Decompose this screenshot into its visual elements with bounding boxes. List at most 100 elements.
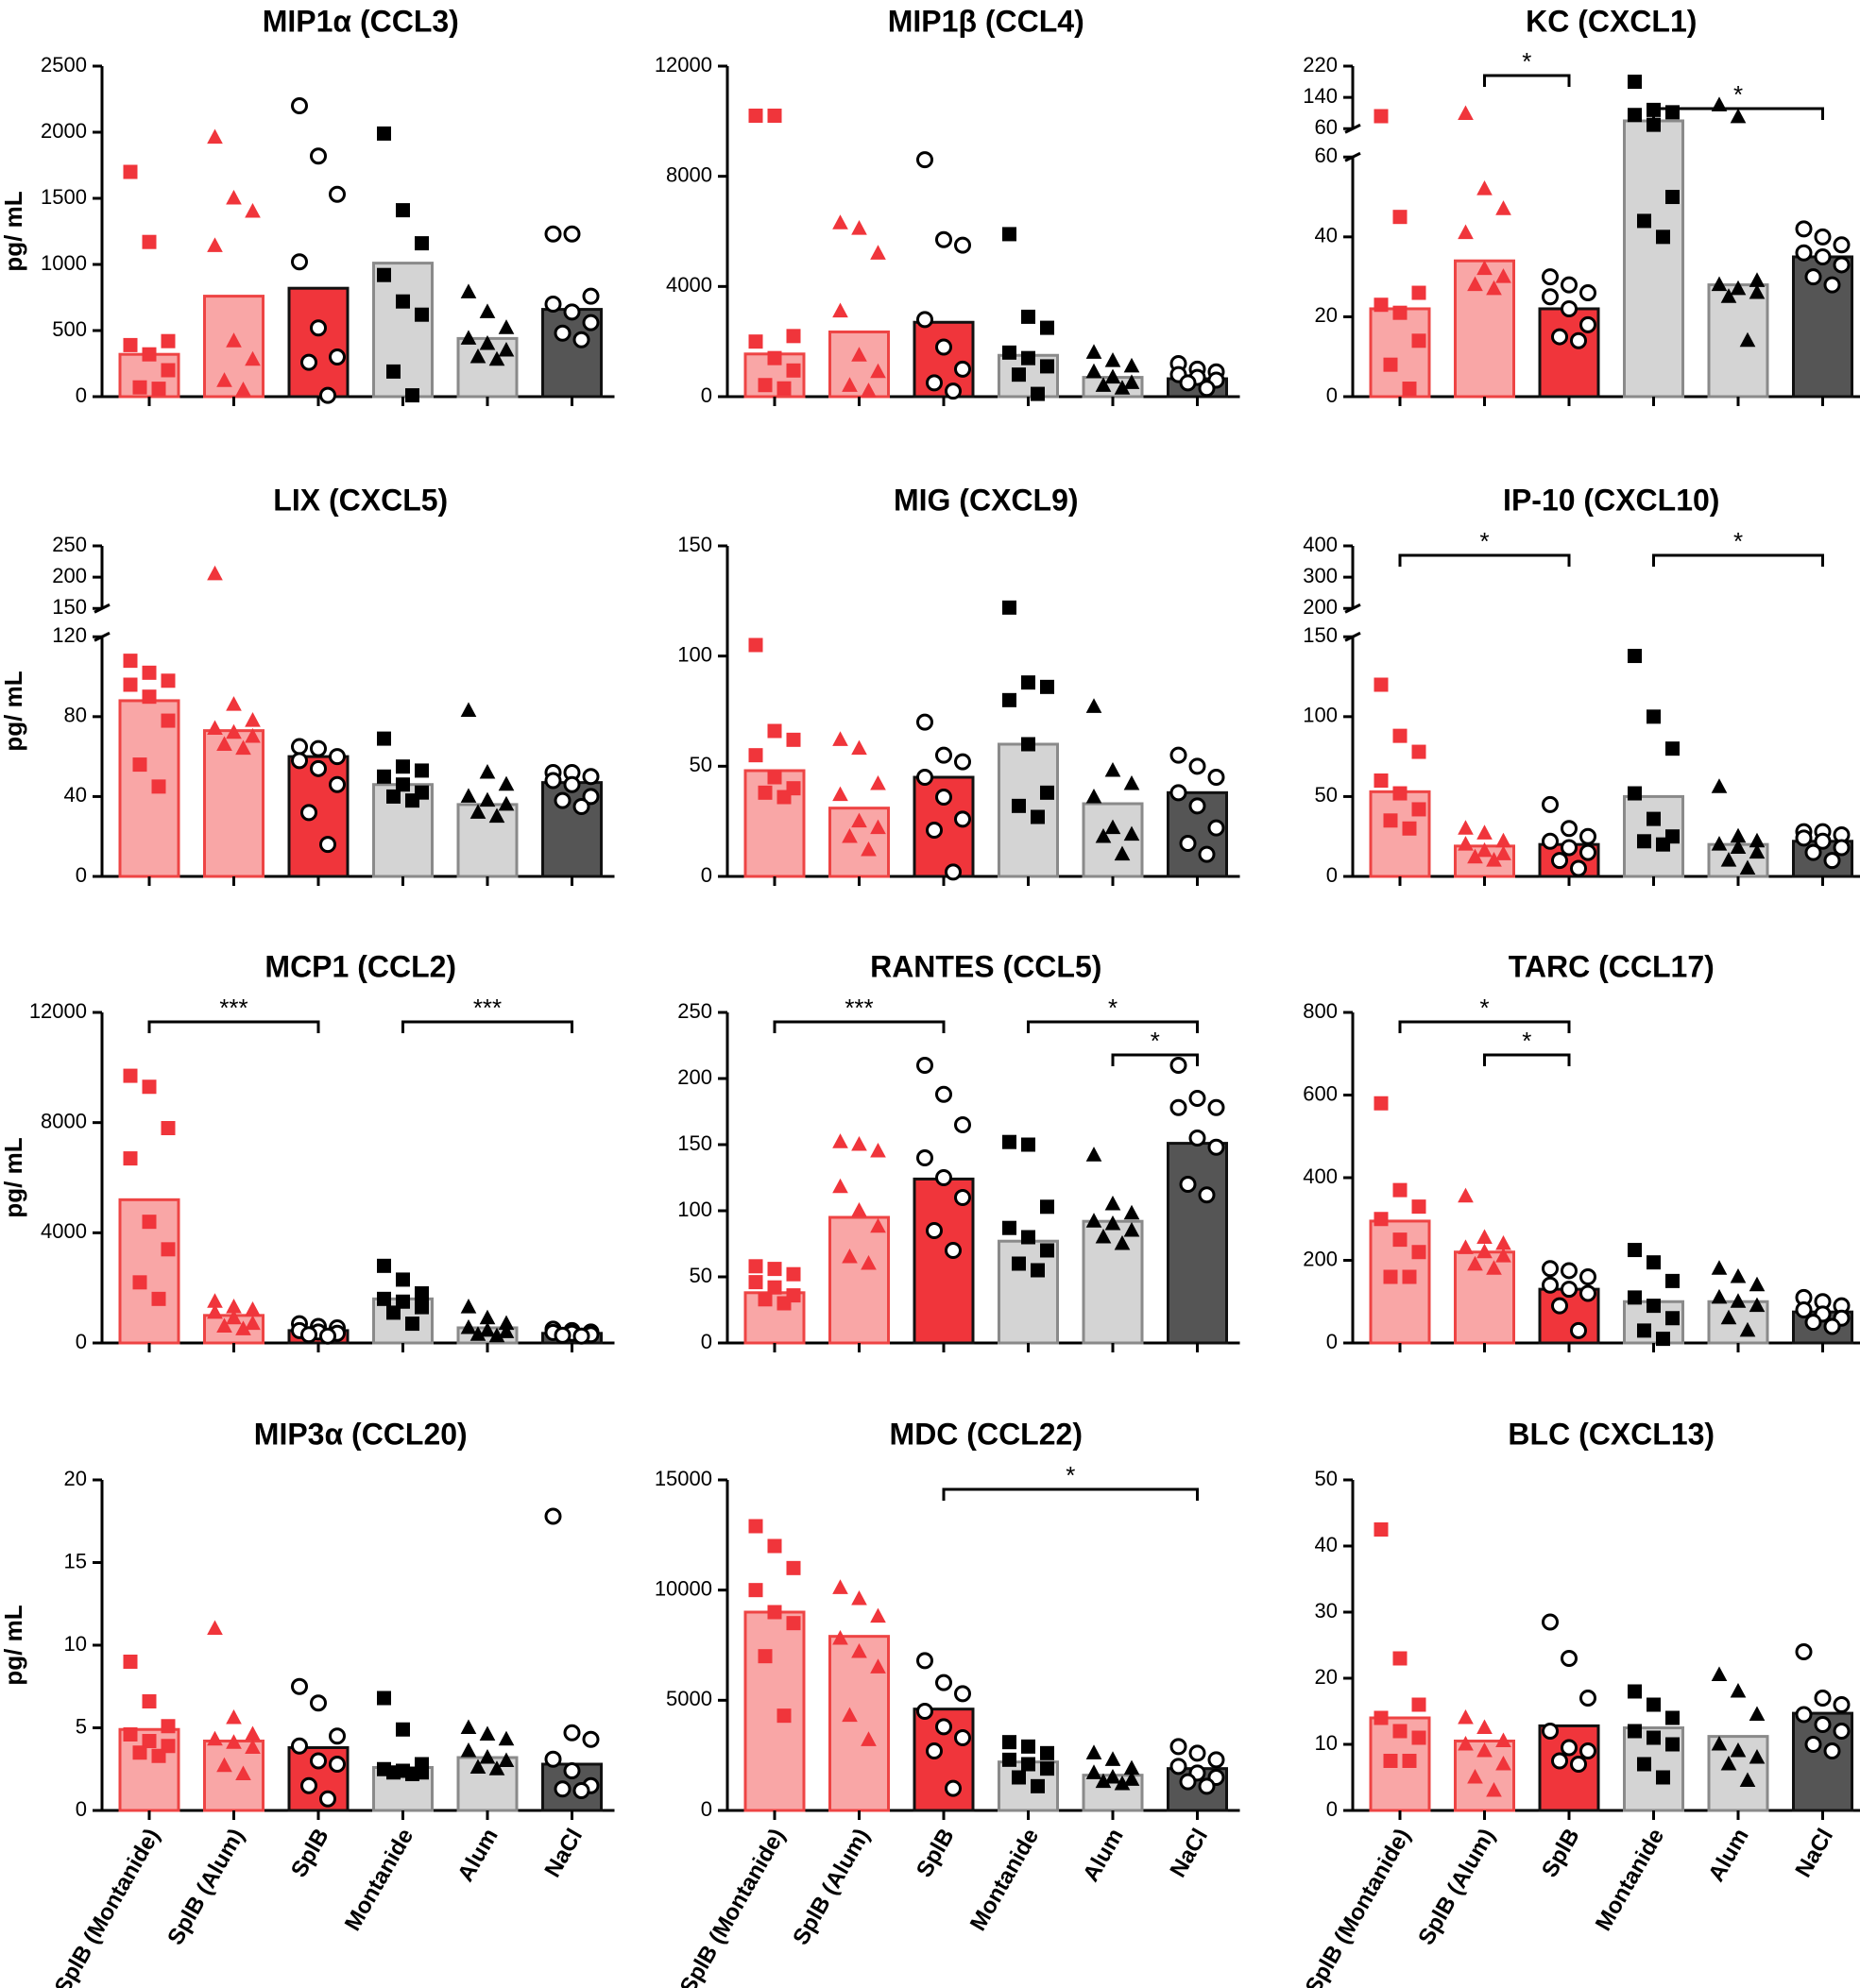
data-point-alum — [1085, 788, 1102, 804]
category-label: NaCl — [539, 1825, 588, 1882]
data-point-splb — [1579, 1268, 1596, 1285]
data-point-splb — [319, 1790, 336, 1808]
significance-bracket — [1483, 74, 1571, 87]
data-point-montanide — [415, 236, 429, 251]
data-point-splb — [329, 748, 346, 766]
data-point-splb-alum — [1458, 1239, 1474, 1254]
data-point-splb — [300, 804, 317, 822]
panel-title: MIP1α (CCL3) — [263, 4, 459, 38]
data-point-montanide — [415, 307, 429, 322]
data-point-splb-montanide — [786, 1616, 801, 1631]
data-point-splb — [291, 97, 308, 114]
data-point-splb-montanide — [132, 1275, 147, 1290]
panel-title: TARC (CCL17) — [1509, 949, 1715, 983]
data-point-splb-montanide — [1374, 1710, 1389, 1725]
data-point-splb — [1579, 843, 1596, 861]
data-point-alum — [1085, 1147, 1102, 1162]
data-point-alum — [488, 350, 505, 366]
data-point-alum — [479, 791, 496, 807]
data-point-splb-montanide — [132, 757, 147, 773]
data-point-splb — [291, 738, 308, 756]
data-point-alum — [460, 702, 477, 717]
data-point-splb-montanide — [748, 109, 763, 123]
data-point-nacl — [582, 1730, 600, 1748]
data-point-alum — [1749, 283, 1766, 299]
y-tick-label: 200 — [1303, 1247, 1338, 1270]
data-point-splb-alum — [1476, 841, 1493, 858]
data-point-montanide — [377, 731, 391, 746]
panel-title: IP-10 (CXCL10) — [1503, 483, 1719, 517]
data-point-splb — [945, 1242, 962, 1259]
data-point-nacl — [1198, 1186, 1216, 1204]
bar-splb-montanide — [118, 699, 180, 878]
data-point-alum — [1711, 1288, 1728, 1304]
significance-bracket — [1652, 107, 1824, 120]
data-point-splb-montanide — [161, 1242, 176, 1257]
data-point-nacl — [1823, 1742, 1841, 1759]
data-point-nacl — [1188, 757, 1206, 775]
data-point-splb-alum — [1476, 1229, 1493, 1244]
data-point-splb-alum — [851, 347, 867, 362]
y-tick-label: 140 — [1303, 84, 1338, 108]
significance-bracket — [1652, 553, 1824, 567]
data-point-alum — [1085, 344, 1102, 359]
data-point-splb-alum — [226, 696, 242, 711]
data-point-splb-alum — [832, 1579, 848, 1594]
y-tick-label: 250 — [677, 999, 712, 1023]
significance-label: * — [1108, 994, 1118, 1022]
y-tick-label: 5 — [76, 1714, 87, 1738]
data-point-nacl — [1804, 843, 1822, 861]
data-point-splb — [319, 1327, 336, 1345]
bar-splb — [913, 320, 975, 399]
data-point-alum — [1749, 1297, 1766, 1313]
data-point-nacl — [563, 1724, 581, 1742]
data-point-splb-alum — [207, 565, 223, 581]
data-point-splb-alum — [226, 1309, 242, 1325]
data-point-montanide — [386, 789, 401, 804]
data-point-splb-alum — [207, 128, 223, 144]
data-point-nacl — [544, 1750, 562, 1768]
data-point-splb-alum — [870, 1142, 886, 1158]
data-point-splb-montanide — [748, 637, 763, 653]
data-point-montanide — [1040, 1243, 1054, 1258]
data-point-splb — [310, 1694, 327, 1712]
data-point-montanide — [1628, 108, 1642, 123]
data-point-splb-alum — [870, 1217, 886, 1233]
data-point-montanide — [1021, 1137, 1035, 1152]
data-point-splb-alum — [832, 302, 848, 318]
data-point-splb — [926, 1742, 943, 1759]
data-point-splb-montanide — [151, 1291, 166, 1306]
data-point-alum — [1085, 698, 1102, 713]
data-point-nacl — [1179, 374, 1197, 392]
data-point-splb-montanide — [767, 1280, 782, 1295]
data-point-alum — [1123, 1221, 1140, 1237]
data-point-splb-montanide — [123, 654, 138, 669]
data-point-montanide — [1665, 1737, 1680, 1752]
data-point-nacl — [1169, 746, 1187, 764]
panel-title: RANTES (CCL5) — [870, 949, 1101, 983]
significance-label: * — [1479, 527, 1489, 555]
panel-tarc-ccl17: TARC (CCL17) 0 200 400 600 800 * * — [1303, 949, 1860, 1353]
data-point-splb — [329, 1756, 346, 1773]
y-tick-label: 100 — [1303, 704, 1338, 727]
data-point-montanide — [1656, 1770, 1670, 1785]
data-point-splb — [310, 147, 327, 165]
data-point-montanide — [1040, 1745, 1054, 1760]
data-point-splb — [945, 1779, 962, 1797]
data-point-splb — [300, 1776, 317, 1794]
data-point-splb-montanide — [1374, 109, 1389, 124]
data-point-splb-alum — [870, 1607, 886, 1623]
data-point-nacl — [1814, 1716, 1832, 1733]
data-point-splb — [1570, 331, 1587, 349]
data-point-montanide — [377, 126, 391, 141]
y-tick-label: 0 — [1326, 383, 1338, 407]
data-point-splb-montanide — [786, 1560, 801, 1575]
data-point-alum — [1085, 1764, 1102, 1779]
data-point-alum — [1730, 839, 1747, 855]
y-tick-label: 5000 — [666, 1687, 712, 1710]
data-point-splb-montanide — [1383, 1269, 1398, 1284]
data-point-montanide — [1647, 117, 1661, 132]
data-point-splb — [300, 1326, 317, 1344]
y-axis-label: pg/ mL — [0, 671, 27, 751]
